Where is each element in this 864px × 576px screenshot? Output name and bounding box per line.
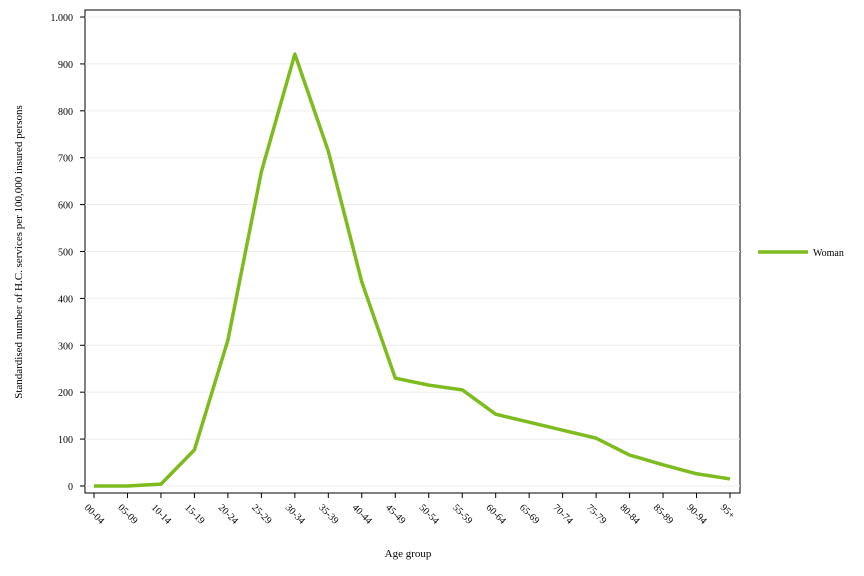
y-tick-label: 800 [58,107,73,118]
y-tick-label: 600 [58,201,73,212]
y-tick-label: 200 [58,388,73,399]
y-tick-label: 900 [58,60,73,71]
y-tick-label: 700 [58,154,73,165]
y-tick-label: 500 [58,248,73,259]
legend-label: Woman [813,248,844,259]
line [94,52,731,488]
y-tick-label: 0 [68,482,73,493]
y-axis-title: Standardised number of H.C. services per… [13,105,25,399]
x-axis-title: Age group [385,548,432,560]
y-tick-label: 100 [58,435,73,446]
y-tick-label: 1.000 [51,13,74,24]
y-tick-label: 300 [58,341,73,352]
y-tick-label: 400 [58,294,73,305]
